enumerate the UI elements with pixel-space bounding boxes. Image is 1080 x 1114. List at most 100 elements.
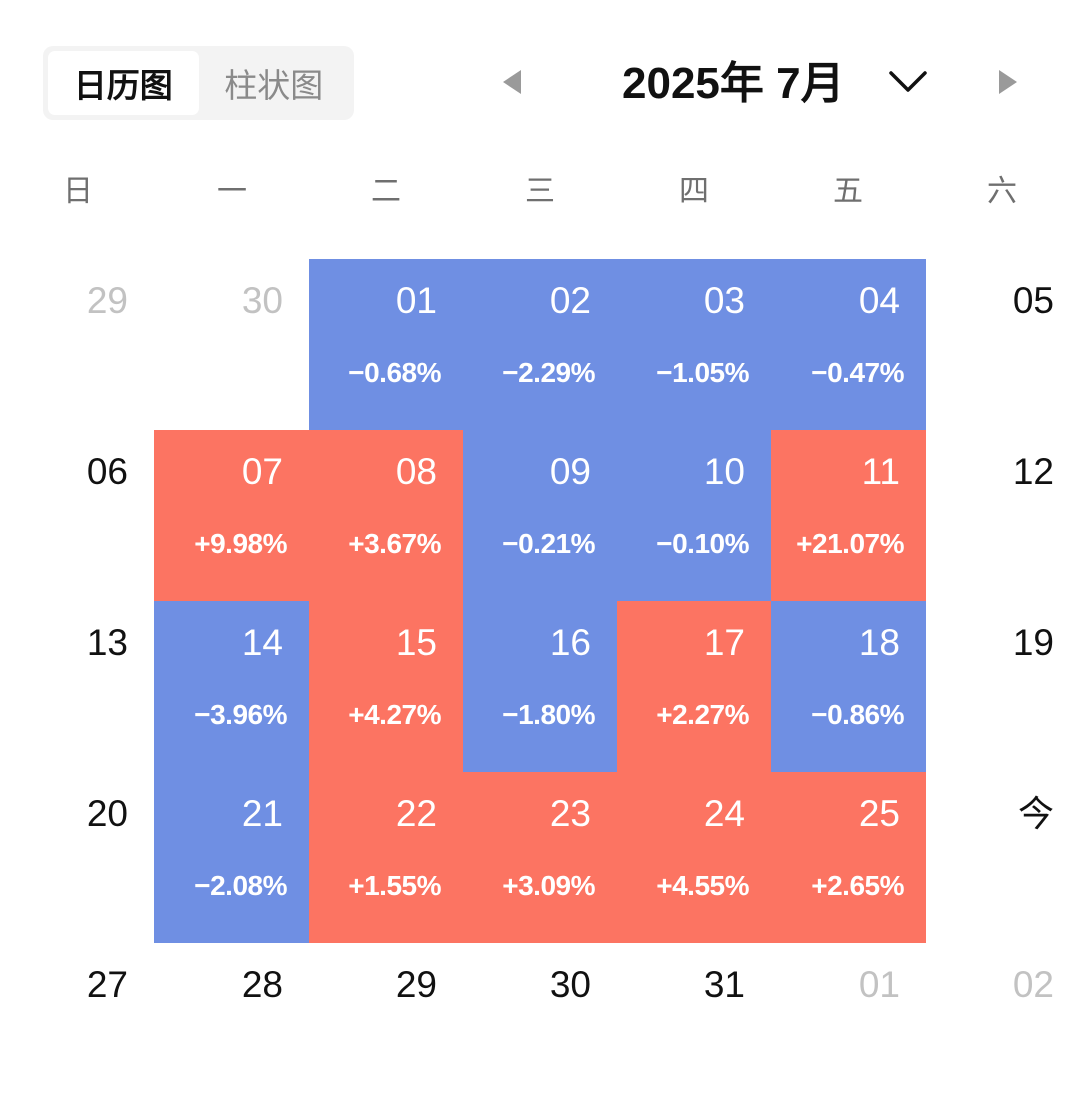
day-cell[interactable]: 14 −3.96% [154, 601, 309, 772]
day-number: 02 [549, 280, 591, 321]
day-number: 30 [241, 280, 283, 321]
day-number: 10 [703, 451, 745, 492]
daily-change-value: −1.80% [502, 699, 595, 730]
weekday-label: 日 [63, 175, 93, 208]
day-number: 07 [241, 451, 283, 492]
view-toggle: 日历图 柱状图 [43, 46, 354, 120]
day-number: 14 [241, 622, 283, 663]
day-cell[interactable]: 30 [154, 259, 309, 430]
day-cell[interactable]: 07 +9.98% [154, 430, 309, 601]
month-title[interactable]: 2025年 7月 [622, 59, 845, 108]
tab-bar-chart[interactable]: 柱状图 [224, 67, 324, 104]
day-cell[interactable]: 31 [617, 943, 771, 1114]
day-number: 03 [703, 280, 745, 321]
day-cell[interactable]: 20 [0, 772, 154, 943]
day-cell[interactable]: 06 [0, 430, 154, 601]
day-cell[interactable]: 12 [926, 430, 1080, 601]
day-number: 20 [86, 793, 128, 834]
daily-change-value: −0.47% [811, 357, 904, 388]
day-cell[interactable]: 13 [0, 601, 154, 772]
weekday-label: 三 [525, 175, 555, 208]
daily-change-value: +3.67% [348, 528, 441, 559]
day-number: 22 [395, 793, 437, 834]
day-cell[interactable]: 15 +4.27% [309, 601, 463, 772]
day-number: 23 [549, 793, 591, 834]
weekday-label: 五 [833, 175, 863, 208]
day-cell[interactable]: 02 [926, 943, 1080, 1114]
daily-change-value: +9.98% [194, 528, 287, 559]
day-cell[interactable]: 11 +21.07% [771, 430, 926, 601]
day-cell[interactable]: 08 +3.67% [309, 430, 463, 601]
day-number: 04 [858, 280, 900, 321]
day-number: 17 [703, 622, 745, 663]
day-cell[interactable]: 24 +4.55% [617, 772, 771, 943]
day-number: 08 [395, 451, 437, 492]
prev-month-button[interactable] [492, 62, 532, 102]
daily-change-value: +21.07% [796, 528, 904, 559]
next-month-button[interactable] [988, 62, 1028, 102]
day-number: 21 [241, 793, 283, 834]
day-cell[interactable]: 01 [771, 943, 926, 1114]
daily-change-value: −3.96% [194, 699, 287, 730]
day-cell[interactable]: 28 [154, 943, 309, 1114]
daily-change-value: −2.08% [194, 870, 287, 901]
weekday-label: 四 [679, 175, 709, 208]
month-picker-button[interactable] [886, 62, 930, 102]
daily-change-value: −0.21% [502, 528, 595, 559]
day-number: 01 [858, 964, 900, 1005]
daily-change-value: +1.55% [348, 870, 441, 901]
day-cell-today[interactable]: 今 [926, 772, 1080, 943]
day-cell[interactable]: 04 −0.47% [771, 259, 926, 430]
day-cell[interactable]: 27 [0, 943, 154, 1114]
day-cell[interactable]: 21 −2.08% [154, 772, 309, 943]
day-number: 今 [1017, 793, 1054, 834]
daily-change-value: +4.55% [656, 870, 749, 901]
day-number: 02 [1012, 964, 1054, 1005]
day-cell[interactable]: 30 [463, 943, 617, 1114]
day-cell[interactable]: 29 [0, 259, 154, 430]
weekday-label: 二 [371, 175, 401, 208]
day-cell[interactable]: 19 [926, 601, 1080, 772]
daily-change-value: −0.68% [348, 357, 441, 388]
day-number: 06 [86, 451, 128, 492]
day-cell[interactable]: 05 [926, 259, 1080, 430]
day-number: 28 [241, 964, 283, 1005]
day-number: 18 [858, 622, 900, 663]
day-number: 15 [395, 622, 437, 663]
day-cell[interactable]: 23 +3.09% [463, 772, 617, 943]
calendar-grid: 29 30 01 −0.68% 02 −2.29% 03 −1.05% 04 −0.47% 05 06… [0, 259, 1080, 1114]
day-cell[interactable]: 22 +1.55% [309, 772, 463, 943]
daily-change-value: −1.05% [656, 357, 749, 388]
day-cell[interactable]: 18 −0.86% [771, 601, 926, 772]
chevron-down-icon [889, 71, 927, 92]
weekday-label: 一 [217, 175, 247, 208]
daily-change-value: −2.29% [502, 357, 595, 388]
day-number: 05 [1012, 280, 1054, 321]
day-number: 09 [549, 451, 591, 492]
day-number: 11 [861, 451, 900, 492]
day-cell[interactable]: 02 −2.29% [463, 259, 617, 430]
day-cell[interactable]: 17 +2.27% [617, 601, 771, 772]
day-cell[interactable]: 16 −1.80% [463, 601, 617, 772]
day-number: 29 [86, 280, 128, 321]
daily-change-value: −0.10% [656, 528, 749, 559]
day-cell[interactable]: 03 −1.05% [617, 259, 771, 430]
triangle-right-icon [999, 70, 1017, 94]
day-number: 01 [395, 280, 437, 321]
daily-change-value: −0.86% [811, 699, 904, 730]
day-cell[interactable]: 10 −0.10% [617, 430, 771, 601]
day-cell[interactable]: 09 −0.21% [463, 430, 617, 601]
day-cell[interactable]: 01 −0.68% [309, 259, 463, 430]
day-number: 31 [703, 964, 745, 1005]
day-number: 25 [858, 793, 900, 834]
daily-change-value: +2.65% [811, 870, 904, 901]
daily-change-value: +4.27% [348, 699, 441, 730]
day-cell[interactable]: 25 +2.65% [771, 772, 926, 943]
day-number: 12 [1012, 451, 1054, 492]
day-number: 29 [395, 964, 437, 1005]
day-cell[interactable]: 29 [309, 943, 463, 1114]
day-number: 24 [703, 793, 745, 834]
triangle-left-icon [503, 70, 521, 94]
tab-calendar[interactable]: 日历图 [48, 51, 199, 115]
day-number: 27 [86, 964, 128, 1005]
